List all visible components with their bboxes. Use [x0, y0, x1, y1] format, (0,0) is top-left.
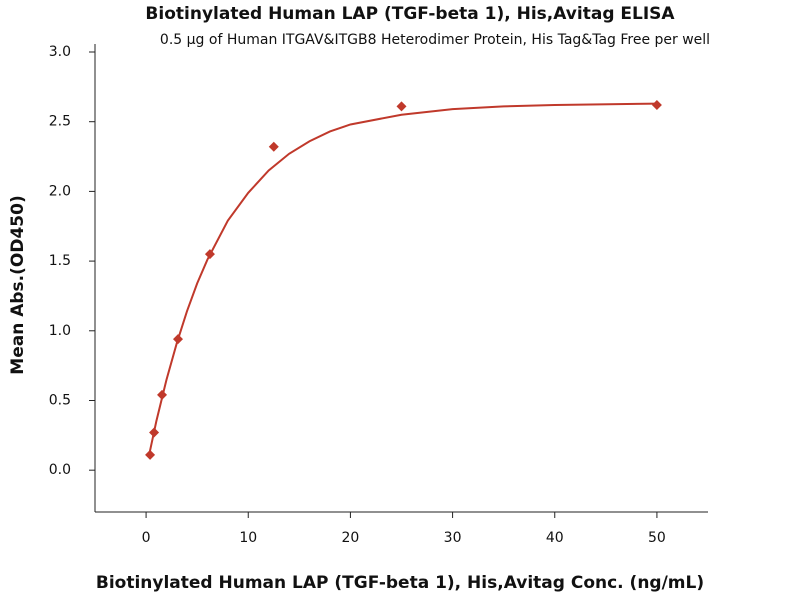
y-tick-label: 2.5 [49, 114, 71, 130]
data-point [157, 389, 168, 400]
data-point [651, 99, 662, 110]
x-axis-label: Biotinylated Human LAP (TGF-beta 1), His… [96, 573, 704, 593]
y-tick-label: 1.0 [49, 323, 71, 339]
fit-curve [148, 102, 657, 456]
chart-subtitle: 0.5 µg of Human ITGAV&ITGB8 Heterodimer … [160, 32, 710, 48]
data-point [396, 101, 407, 112]
y-tick-label: 0.0 [49, 462, 71, 478]
x-tick-label: 10 [239, 530, 257, 546]
y-tick-label: 3.0 [49, 44, 71, 60]
x-tick-label: 50 [648, 530, 666, 546]
data-point [268, 141, 279, 152]
data-point [145, 449, 156, 460]
y-tick-label: 0.5 [49, 392, 71, 408]
x-tick-label: 30 [444, 530, 462, 546]
y-axis-label: Mean Abs.(OD450) [8, 195, 28, 374]
y-tick-label: 1.5 [49, 253, 71, 269]
x-tick-label: 0 [142, 530, 151, 546]
data-point [173, 334, 184, 345]
data-point [149, 427, 160, 438]
x-tick-label: 20 [342, 530, 360, 546]
x-tick-label: 40 [546, 530, 564, 546]
chart-title: Biotinylated Human LAP (TGF-beta 1), His… [145, 4, 675, 24]
data-point [204, 249, 215, 260]
y-tick-label: 2.0 [49, 183, 71, 199]
